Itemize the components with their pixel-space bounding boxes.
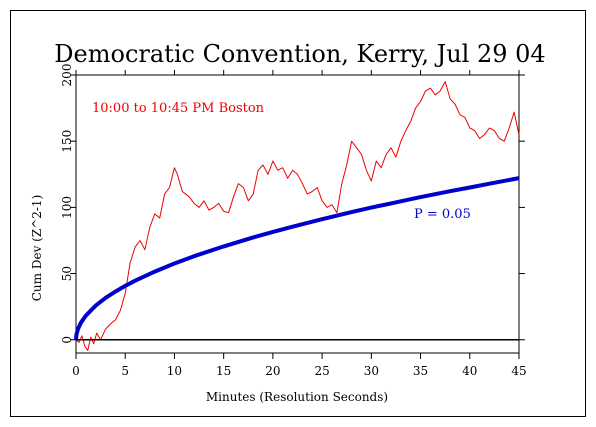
x-tick-label: 5 [121, 364, 129, 378]
series-layer [74, 81, 520, 351]
y-tick-label: 0 [60, 336, 74, 344]
x-tick-label: 20 [265, 364, 280, 378]
x-tick-label: 10 [167, 364, 182, 378]
time-range-annotation: 10:00 to 10:45 PM Boston [92, 101, 265, 116]
y-tick-label: 200 [60, 64, 74, 87]
p-value-label: P = 0.05 [414, 207, 471, 222]
plot-area: 0 5 10 15 20 25 30 35 40 45 0 50 100 150 200 [60, 64, 527, 378]
x-tick-label: 15 [216, 364, 231, 378]
x-tick-label: 35 [413, 364, 428, 378]
x-axis-label: Minutes (Resolution Seconds) [206, 390, 388, 404]
y-axis-label: Cum Dev (Z^2-1) [30, 195, 44, 302]
x-tick-label: 45 [511, 364, 526, 378]
p-005-envelope-line [74, 176, 520, 340]
y-tick-label: 100 [60, 196, 74, 219]
y-tick-label: 150 [60, 130, 74, 153]
x-tick-label: 30 [364, 364, 379, 378]
x-axis: 0 5 10 15 20 25 30 35 40 45 [72, 70, 527, 378]
cumdev-series-line [75, 81, 520, 351]
y-tick-label: 50 [60, 266, 74, 281]
y-axis: 0 50 100 150 200 [60, 64, 525, 344]
chart-frame [10, 10, 586, 417]
x-tick-label: 40 [462, 364, 477, 378]
x-tick-label: 0 [72, 364, 80, 378]
chart-title: Democratic Convention, Kerry, Jul 29 04 [54, 40, 545, 68]
plot-border [75, 74, 520, 354]
x-tick-label: 25 [314, 364, 329, 378]
